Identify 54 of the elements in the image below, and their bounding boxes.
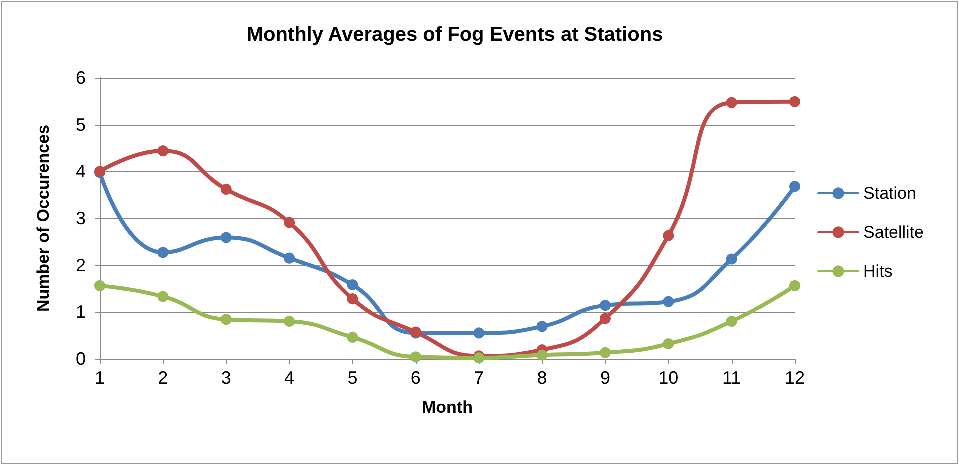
point [600,347,611,358]
point [284,217,296,228]
point [600,313,611,324]
point [790,280,800,292]
x-tick-label: 6 [410,368,421,388]
point [220,232,232,244]
x-tick-label: 1 [94,368,106,388]
y-tick-label: 6 [76,68,86,88]
x-tick-label: 12 [784,368,806,388]
y-tick-label: 2 [76,255,86,276]
point [220,184,232,195]
point [536,321,548,332]
point [410,352,422,363]
x-tick-label: 8 [537,368,548,388]
point [158,291,169,302]
point [790,96,800,108]
chart-title: Monthly Averages of Fog Events at Stations [246,24,664,46]
point [536,350,548,361]
point [347,280,358,290]
x-tick-label: 2 [158,368,168,388]
point [284,316,296,328]
y-axis-title: Number of Occurences [34,124,53,312]
x-tick-label: 10 [658,368,679,388]
x-tick-label: 4 [284,368,295,388]
point [158,247,169,258]
point [790,181,800,192]
point [726,316,738,328]
point [347,294,358,305]
y-tick-label: 5 [76,114,86,135]
point [94,280,106,292]
point [726,254,738,265]
point [284,252,296,264]
legend-label: Hits [864,262,893,281]
point [347,332,358,343]
x-tick-label: 9 [600,368,610,388]
x-tick-label: 11 [722,368,742,388]
legend-label: Satellite [864,223,924,242]
x-tick-label: 3 [221,368,232,388]
x-tick-label: 5 [348,368,358,388]
point [663,230,674,242]
x-axis-title: Month [422,398,473,417]
point [220,314,232,326]
point [474,328,485,339]
x-tick-label: 7 [474,368,484,388]
point [600,300,611,312]
y-tick-label: 4 [76,162,86,182]
point [663,338,674,350]
y-tick-label: 1 [76,302,86,322]
y-tick-label: 3 [76,208,86,228]
legend-label: Station [864,184,916,203]
point [726,97,738,108]
y-tick-label: 0 [76,349,86,369]
point [663,296,674,308]
point [158,146,169,157]
